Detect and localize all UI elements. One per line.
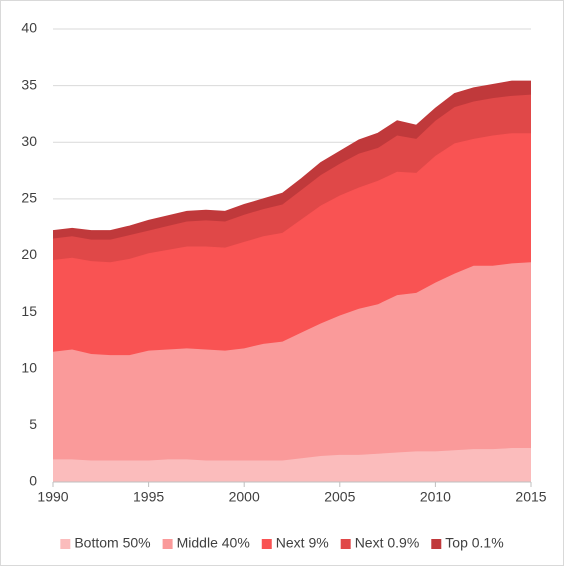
legend-label: Top 0.1% [445, 535, 503, 551]
area-fill [53, 81, 531, 240]
y-tick-label: 5 [29, 416, 37, 432]
legend-label: Next 9% [276, 535, 329, 551]
x-tick-label: 2015 [515, 489, 546, 505]
y-tick-label: 15 [21, 303, 37, 319]
legend-label: Middle 40% [177, 535, 250, 551]
legend-label: Next 0.9% [355, 535, 420, 551]
x-tick-label: 1995 [133, 489, 164, 505]
area-fill [53, 262, 531, 461]
area-fill [53, 133, 531, 356]
legend: Bottom 50% Middle 40% Next 9% Next 0.9% Top … [60, 535, 504, 551]
y-tick-label: 30 [21, 133, 37, 149]
legend-swatch [340, 539, 351, 549]
legend-swatch [162, 539, 173, 549]
areas [52, 80, 532, 482]
y-tick-label: 40 [21, 20, 37, 36]
x-tick-label: 1990 [37, 489, 68, 505]
area-edge [52, 80, 531, 232]
y-tick-label: 10 [21, 359, 37, 375]
x-tick-label: 2000 [229, 489, 260, 505]
legend-label: Bottom 50% [74, 535, 150, 551]
legend-swatch [261, 539, 272, 549]
x-tick-label: 2010 [420, 489, 451, 505]
y-tick-label: 0 [29, 473, 37, 489]
y-tick-label: 25 [21, 190, 37, 206]
legend-swatch [431, 539, 442, 549]
legend-swatch [60, 539, 71, 549]
y-tick-label: 20 [21, 246, 37, 262]
area-fill [53, 94, 531, 263]
axes: 0 5 10 15 20 25 30 35 40 1990 1995 2000 2005 2010 2015 [21, 20, 546, 505]
area-fill [53, 448, 531, 482]
x-tick-label: 2005 [324, 489, 355, 505]
y-tick-label: 35 [21, 76, 37, 92]
